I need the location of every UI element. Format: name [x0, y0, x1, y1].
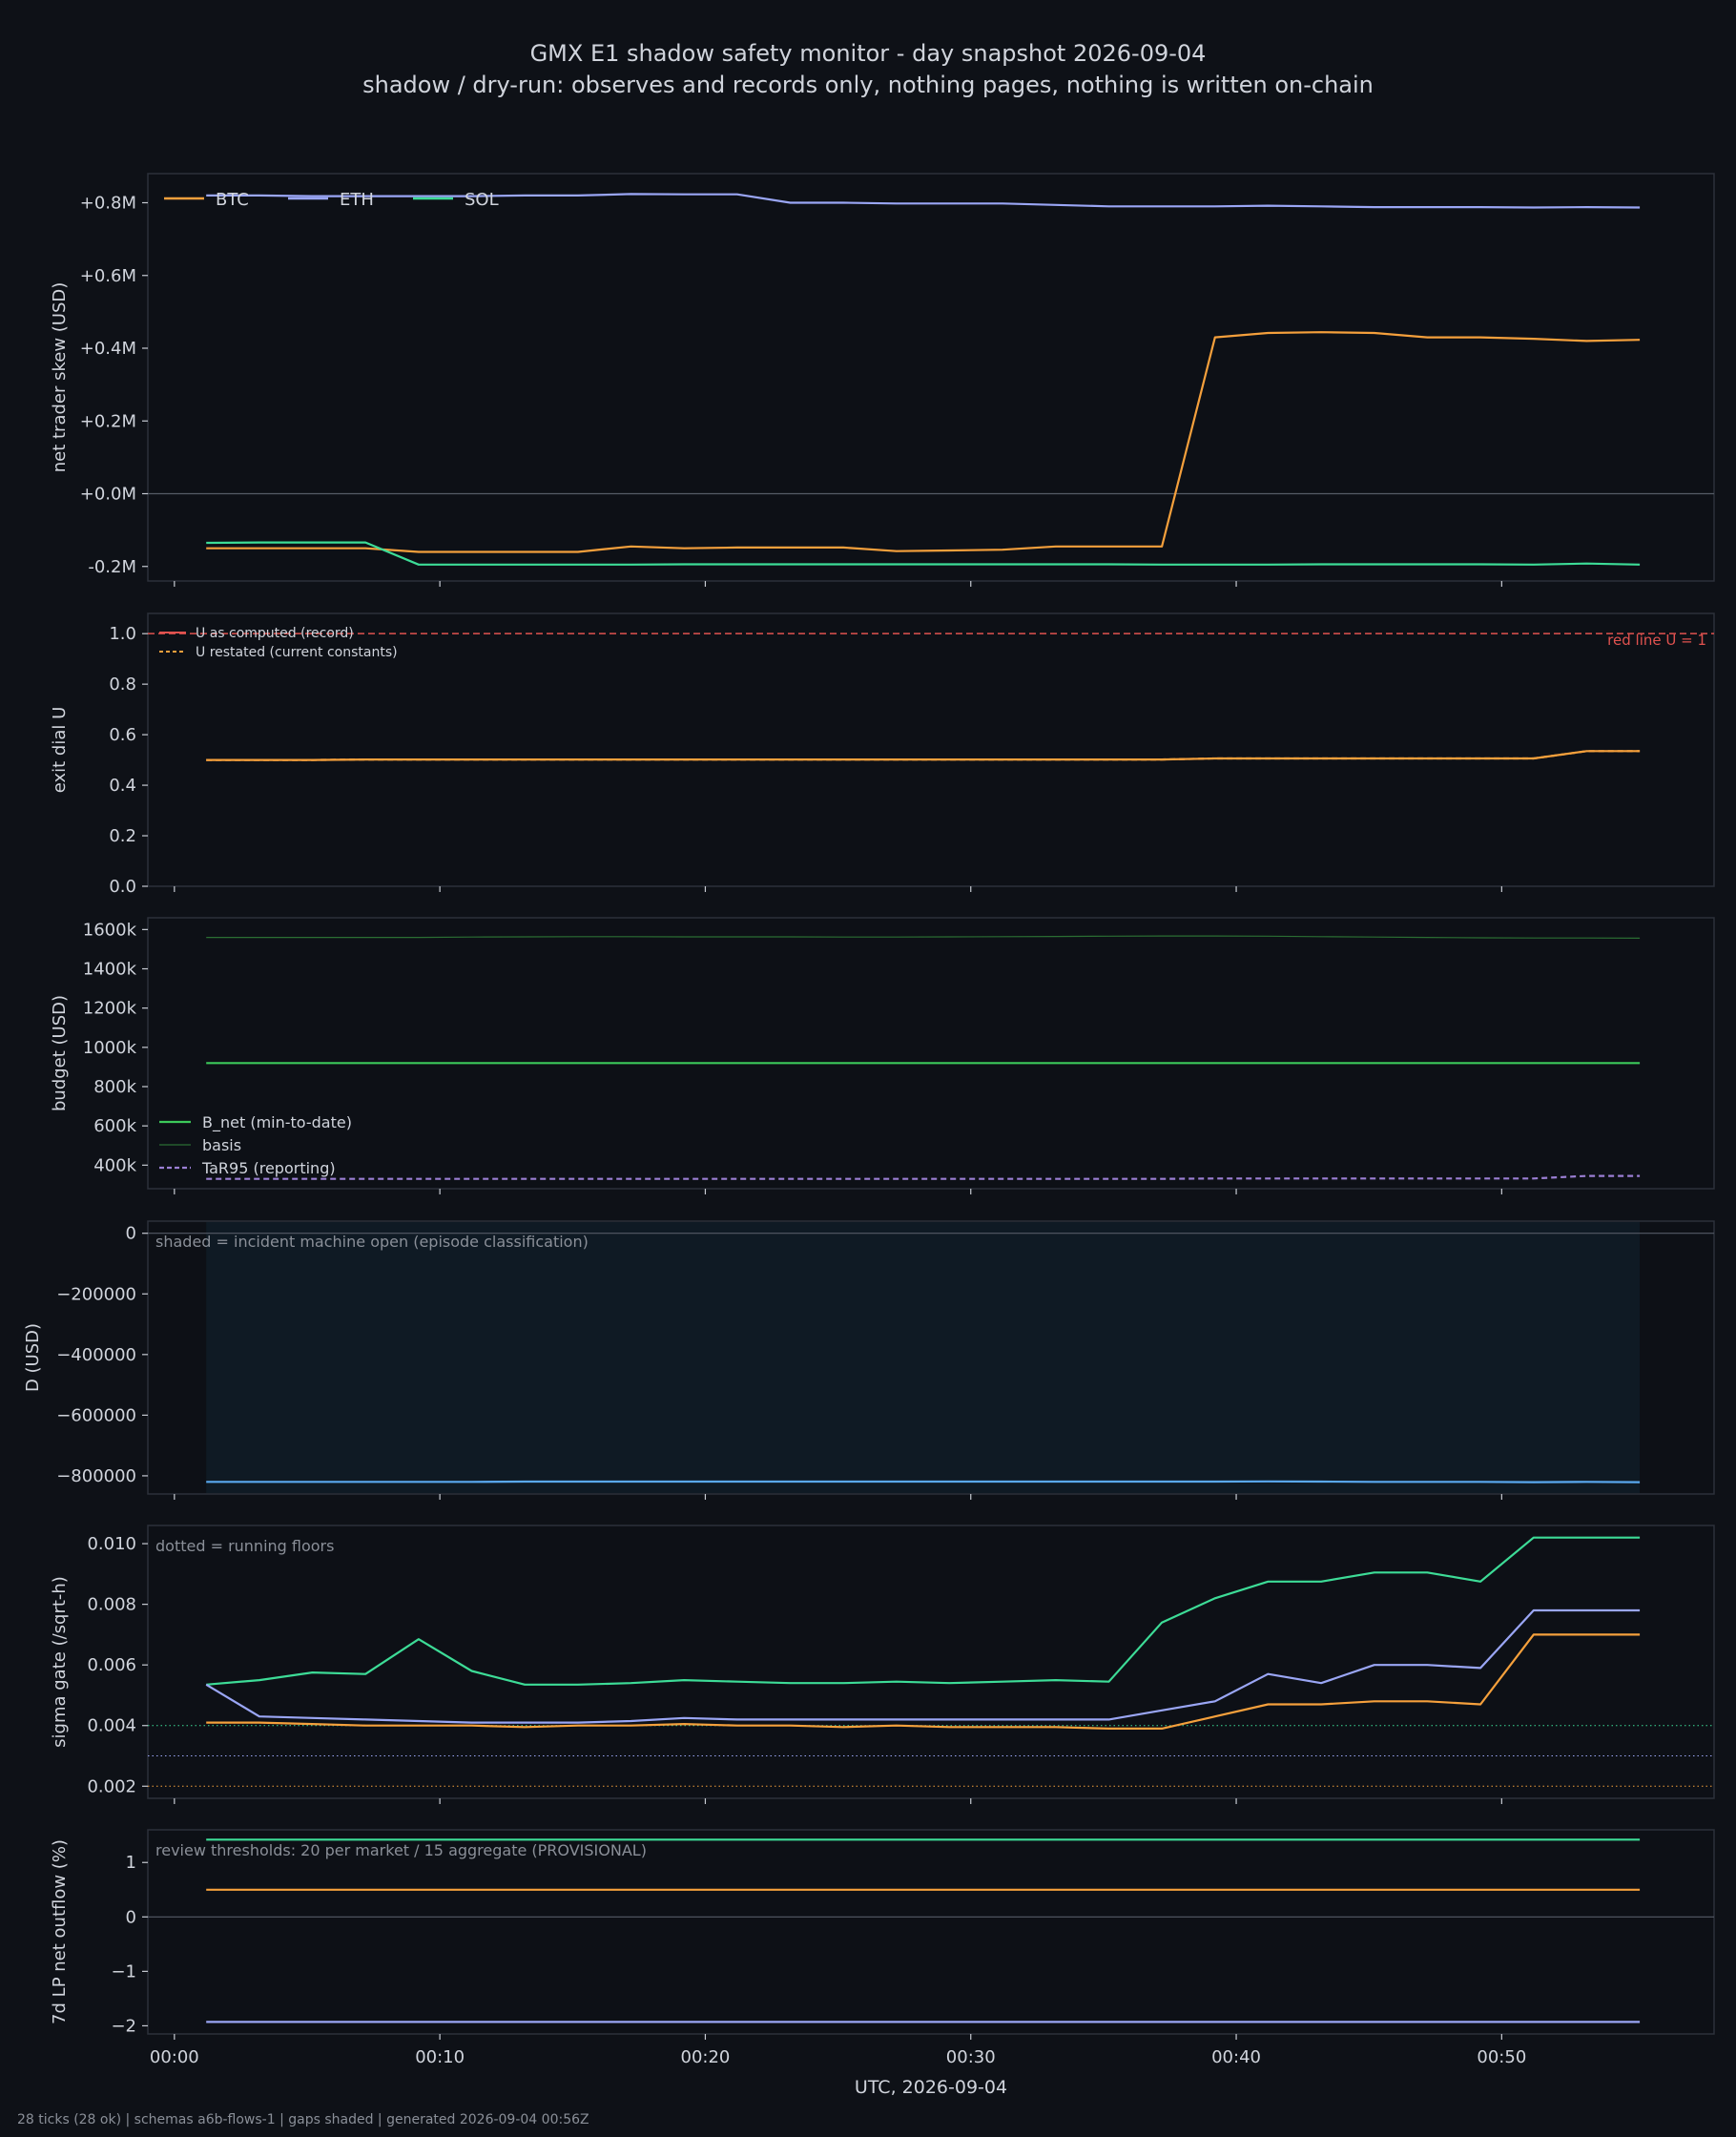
y-tick-label: −2 [111, 2016, 136, 2036]
series-line-sol [206, 1536, 1641, 1686]
legend-label: U as computed (record) [196, 626, 354, 641]
y-tick-label: −1 [111, 1961, 136, 1981]
y-tick-label: 1 [126, 1853, 136, 1873]
y-axis-label: 7d LP net outflow (%) [50, 1839, 70, 2024]
legend-label: TaR95 (reporting) [201, 1159, 336, 1177]
x-tick-label: 00:50 [1477, 2047, 1526, 2067]
panel-skew: -0.2M +0.0M +0.2M +0.4M +0.6M +0.8M net trader… [50, 173, 1715, 587]
legend-label: basis [202, 1136, 241, 1154]
y-tick-label: −600000 [56, 1405, 136, 1425]
y-tick-label: 0.6 [109, 725, 136, 745]
y-tick-label: +0.0M [80, 485, 136, 505]
y-tick-label: +0.2M [80, 411, 136, 431]
y-tick-label: 1600k [83, 920, 137, 940]
legend-label: B_net (min-to-date) [202, 1113, 352, 1132]
series-line-btc [206, 331, 1641, 553]
y-tick-label: +0.4M [80, 339, 136, 359]
y-tick-label: 1000k [83, 1038, 137, 1058]
series-line-btc [206, 1633, 1641, 1731]
series-line-eth [206, 193, 1641, 209]
y-tick-label: 800k [93, 1077, 136, 1097]
plot-frame [147, 1525, 1715, 1799]
y-tick-label: 0.8 [109, 674, 136, 695]
plot-frame [147, 1829, 1715, 2035]
panel-d-usd: −800000 −600000 −400000 −200000 0 D (USD) shad… [23, 1220, 1715, 1500]
y-tick-label: 0.006 [87, 1655, 136, 1675]
y-axis-label: net trader skew (USD) [50, 282, 70, 473]
series-line-u-restated-current-constants- [206, 750, 1641, 761]
legend-label: U restated (current constants) [196, 645, 398, 660]
series-line-tar95-reporting- [206, 1174, 1641, 1180]
y-tick-label: 1400k [83, 960, 137, 980]
red-line-annotation: red line U = 1 [1607, 632, 1706, 649]
legend-label-sol: SOL [465, 190, 499, 210]
legend-label-btc: BTC [216, 190, 249, 210]
y-tick-label: 0.008 [87, 1595, 136, 1615]
footer-status: 28 ticks (28 ok) | schemas a6b-flows-1 |… [17, 2112, 589, 2127]
x-tick-label: 00:00 [150, 2047, 199, 2067]
title-block: GMX E1 shadow safety monitor - day snaps… [0, 38, 1736, 101]
y-tick-label: -0.2M [88, 557, 136, 577]
chart-title: GMX E1 shadow safety monitor - day snaps… [529, 40, 1207, 67]
y-axis-label: sigma gate (/sqrt-h) [50, 1576, 70, 1748]
x-tick-label: 00:40 [1211, 2047, 1261, 2067]
y-tick-label: 0.002 [87, 1776, 136, 1796]
panel-budget: 400k 600k 800k 1000k 1200k 1400k 1600k budget (… [50, 917, 1715, 1194]
y-tick-label: −800000 [56, 1466, 136, 1486]
panel-lp-outflow: −2 −1 0 1 7d LP net outflow (%) 00:00 00:10 00:… [50, 1829, 1715, 2067]
series-line-d [206, 1480, 1641, 1483]
y-tick-label: 0.2 [109, 826, 136, 846]
y-axis-label: budget (USD) [50, 995, 70, 1111]
plot-frame [147, 917, 1715, 1190]
y-tick-label: 0.4 [109, 776, 136, 796]
legend-label-eth: ETH [340, 190, 374, 210]
y-tick-label: +0.8M [80, 194, 136, 214]
series-line-sol [206, 541, 1641, 566]
panel-annotation: review thresholds: 20 per market / 15 ag… [155, 1841, 647, 1859]
plot-frame [147, 173, 1715, 582]
y-tick-label: 0.010 [87, 1534, 136, 1554]
y-tick-label: 600k [93, 1116, 136, 1136]
x-tick-label: 00:30 [946, 2047, 996, 2067]
x-tick-label: 00:20 [681, 2047, 731, 2067]
y-tick-label: 0 [126, 1224, 136, 1244]
y-tick-label: 1200k [83, 999, 137, 1019]
panel-annotation: dotted = running floors [155, 1537, 334, 1555]
y-axis-label: exit dial U [50, 707, 70, 794]
y-tick-label: +0.6M [80, 266, 136, 286]
panel-annotation: shaded = incident machine open (episode … [155, 1233, 589, 1251]
x-tick-label: 00:10 [415, 2047, 465, 2067]
series-line-eth [205, 1608, 1641, 1724]
incident-shade [206, 1222, 1641, 1493]
panel-exit-dial: 0.0 0.2 0.4 0.6 0.8 1.0 exit dial U red line U … [50, 612, 1715, 897]
panel-sigma-gate: 0.002 0.004 0.006 0.008 0.010 sigma gate (/sq… [50, 1525, 1715, 1804]
y-tick-label: 0.0 [109, 877, 136, 897]
y-tick-label: 0 [126, 1907, 136, 1927]
y-axis-label: D (USD) [23, 1323, 43, 1392]
y-tick-label: −200000 [56, 1284, 136, 1304]
y-tick-label: 0.004 [87, 1716, 136, 1736]
chart-subtitle: shadow / dry-run: observes and records o… [362, 72, 1374, 98]
plot-frame [147, 612, 1715, 887]
y-tick-label: −400000 [56, 1345, 136, 1365]
y-tick-label: 1.0 [109, 624, 136, 644]
x-axis-label: UTC, 2026-09-04 [855, 2077, 1007, 2098]
series-line-basis [206, 935, 1641, 940]
y-tick-label: 400k [93, 1155, 136, 1175]
